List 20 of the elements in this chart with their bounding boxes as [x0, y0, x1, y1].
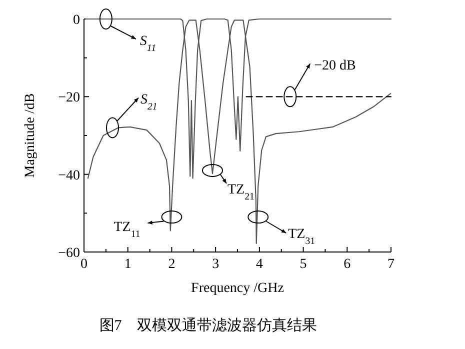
y-axis-title: Magnitude /dB	[23, 93, 38, 178]
x-tick-label: 6	[344, 257, 351, 272]
annotation: TZ$_{11}$	[114, 220, 140, 240]
text: 图7 双模双通带滤波器仿真结果	[99, 317, 317, 334]
y-tick-label: 0	[73, 13, 80, 28]
y-tick-label: −20	[58, 90, 80, 106]
annotation: −20 dB	[314, 58, 356, 74]
annotation: TZ$_{21}$	[228, 182, 255, 202]
y-tick-label: −40	[58, 168, 80, 184]
annotation: TZ$_{31}$	[288, 227, 316, 247]
x-tick-label: 2	[168, 257, 176, 272]
x-axis-title: Frequency /GHz	[191, 281, 284, 296]
annotation: S$_{21}$	[140, 92, 158, 112]
x-tick-label: 3	[212, 257, 220, 272]
x-tick-label: 4	[256, 257, 263, 272]
annotation: S$_{11}$	[140, 34, 156, 54]
y-tick-label: −60	[58, 246, 80, 261]
x-tick-label: 1	[124, 257, 132, 272]
x-tick-label: 5	[300, 257, 307, 272]
x-tick-label: 7	[388, 257, 394, 272]
